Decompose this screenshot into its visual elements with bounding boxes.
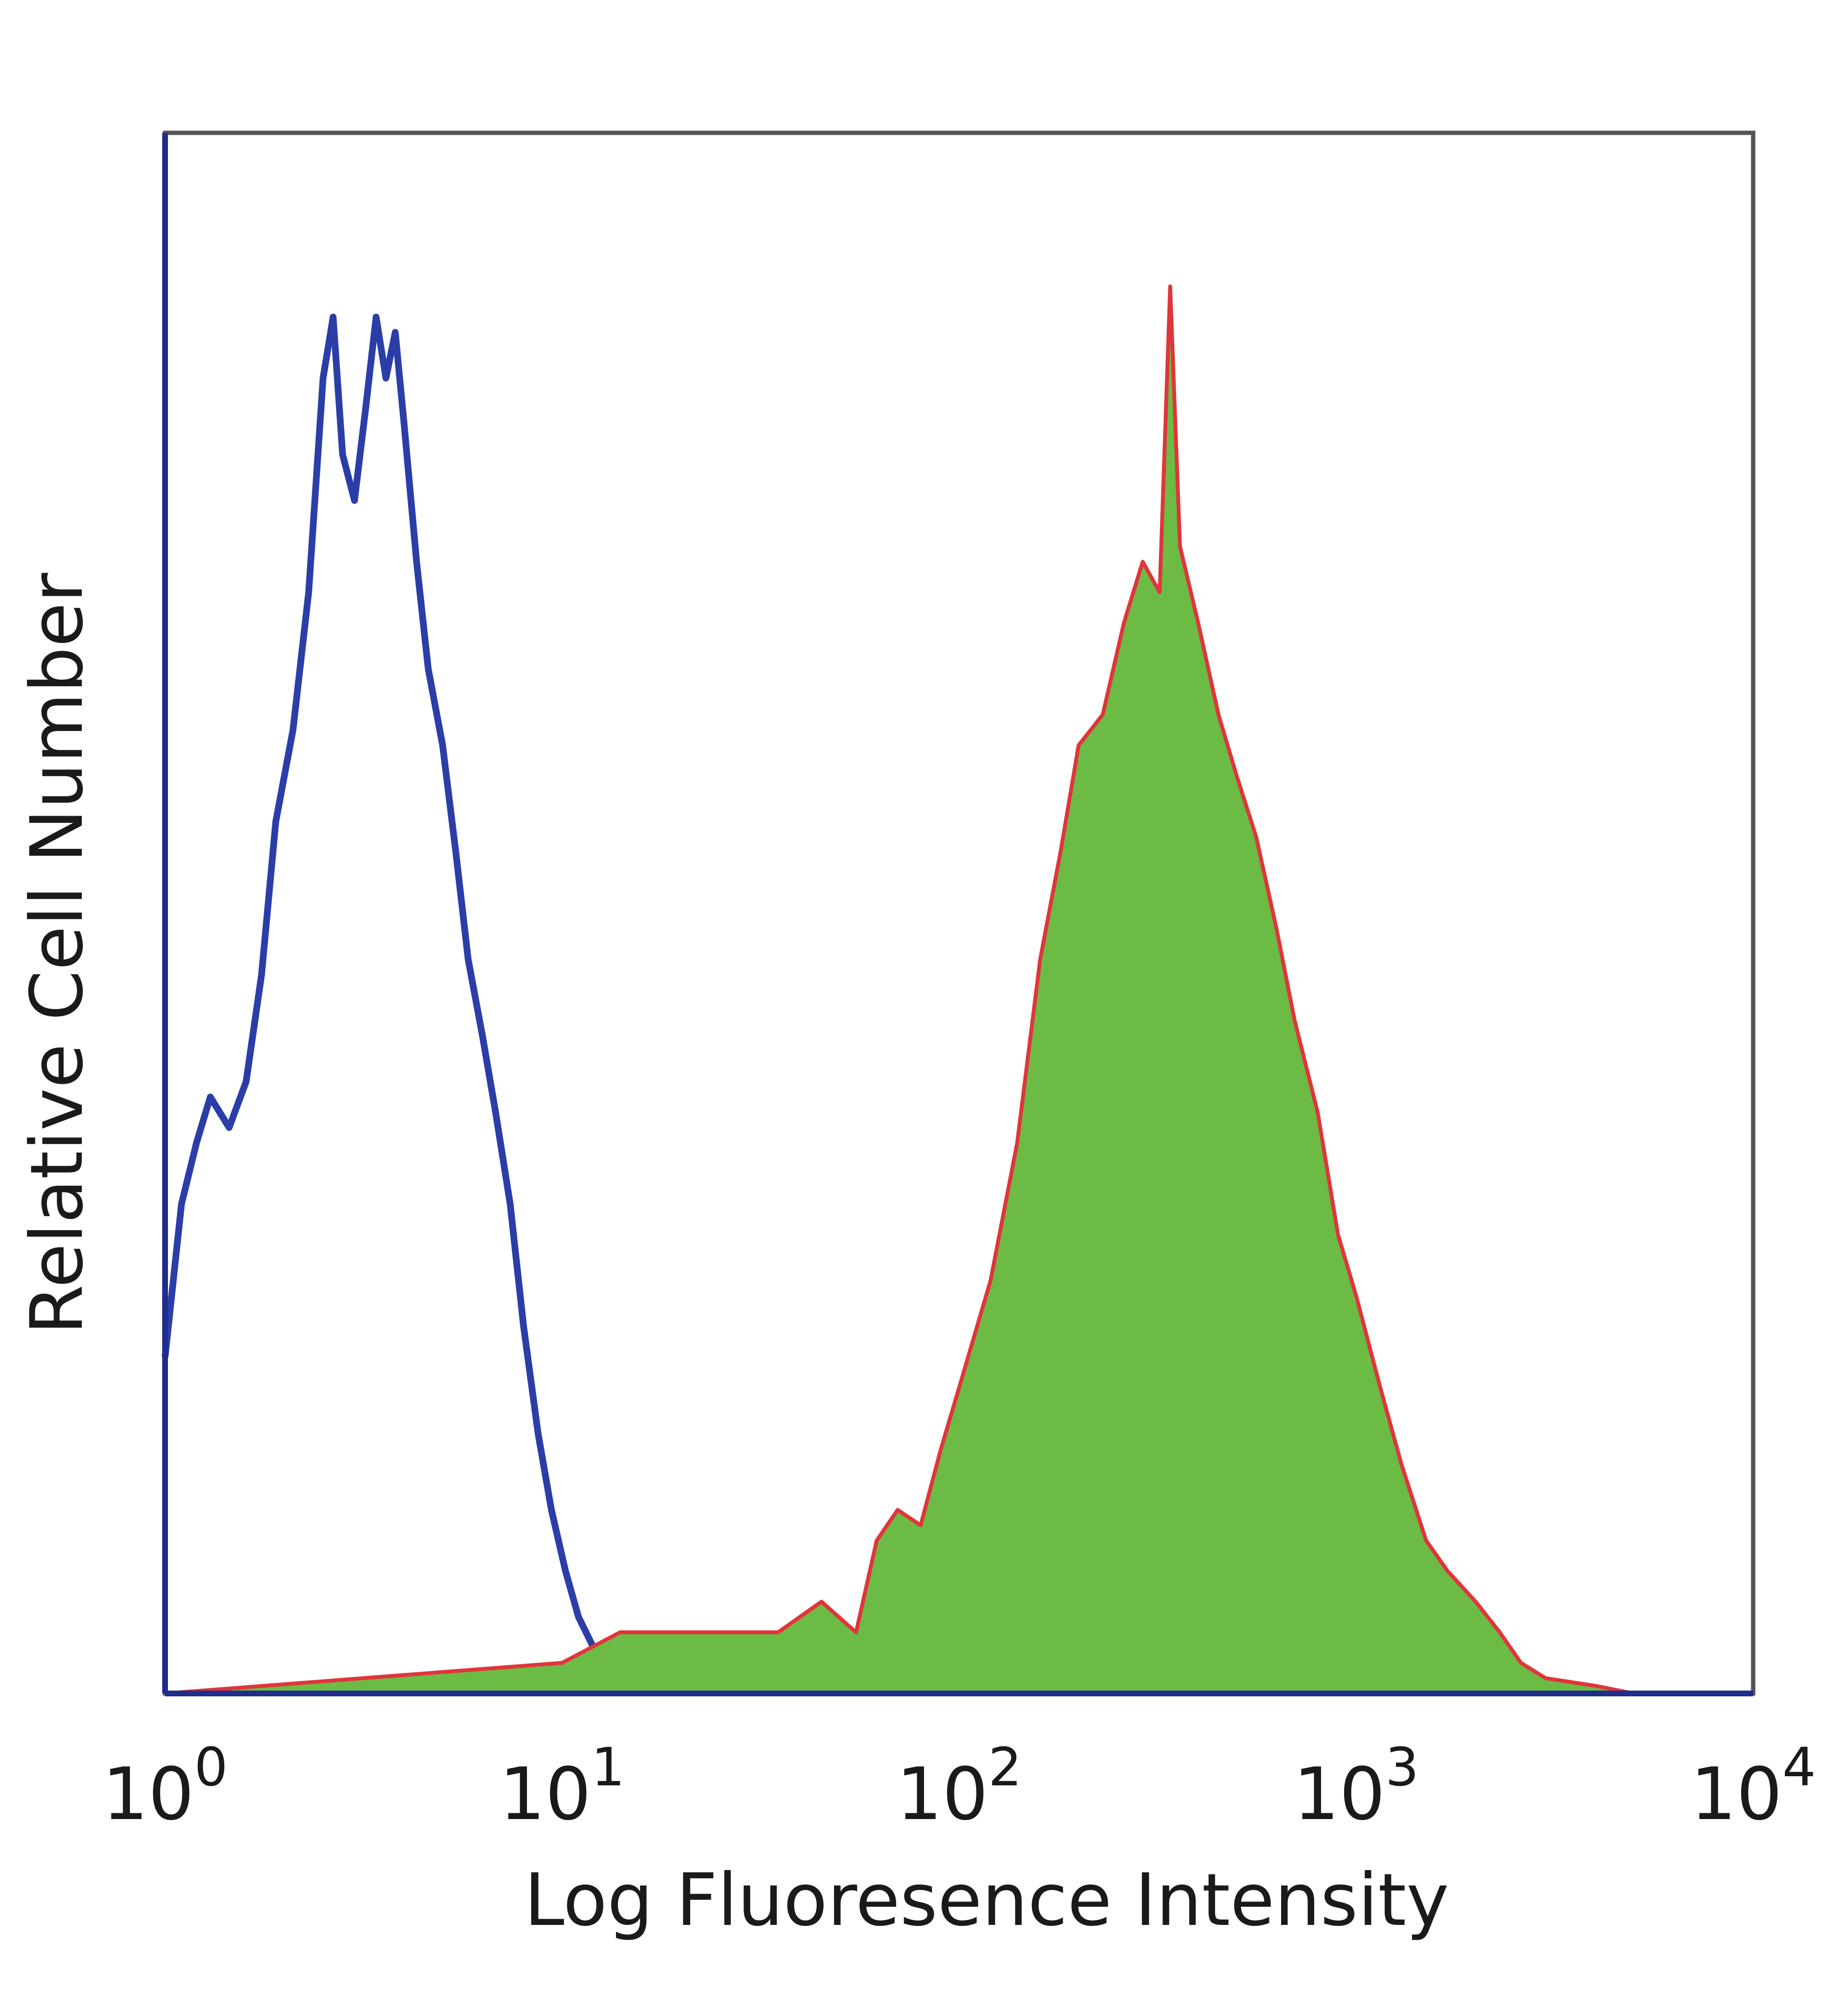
x-tick-labels: 100 101 102 103 104 [103, 1736, 1816, 1836]
plot-area [162, 284, 1634, 1696]
x-tick-label-1: 101 [500, 1736, 625, 1836]
x-tick-label-0: 100 [103, 1736, 228, 1836]
x-tick-label-4: 104 [1691, 1736, 1816, 1836]
series-0-line [162, 313, 645, 1696]
series-1-outline [165, 284, 1634, 1695]
series-1-fill [165, 286, 1634, 1693]
y-axis-label: Relative Cell Number [15, 573, 99, 1335]
x-axis-label: Log Fluoresence Intensity [524, 1859, 1449, 1942]
x-tick-label-2: 102 [897, 1736, 1022, 1836]
x-tick-label-3: 103 [1294, 1736, 1419, 1836]
